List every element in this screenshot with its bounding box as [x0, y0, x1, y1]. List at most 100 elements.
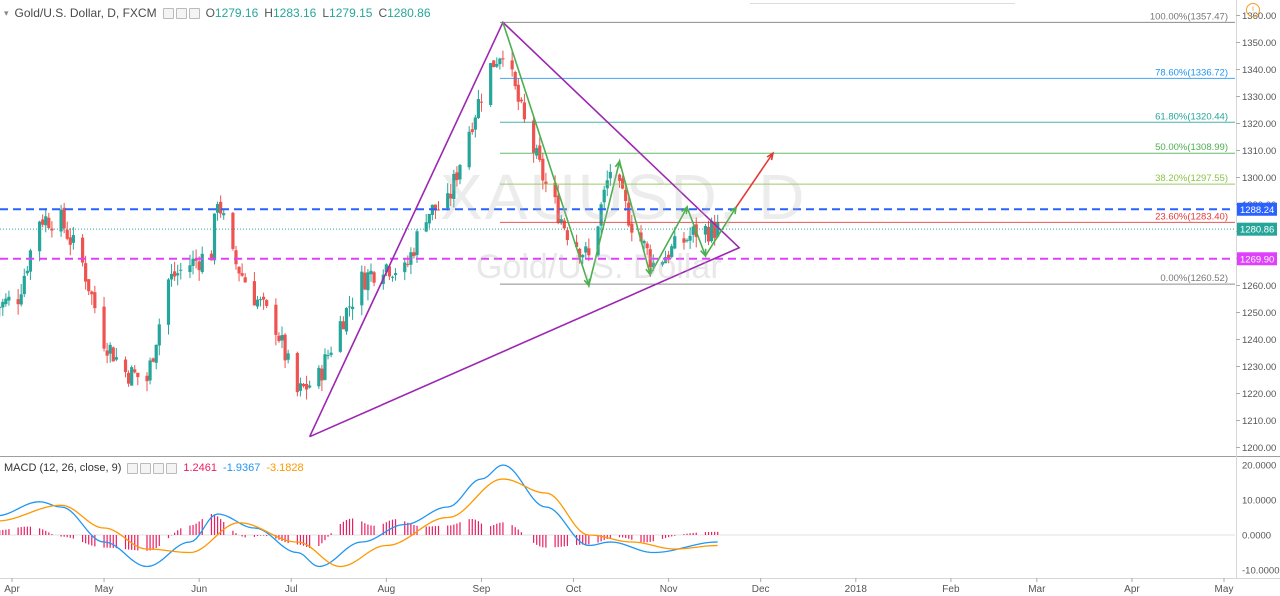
candle — [41, 214, 45, 228]
candle — [1, 298, 5, 316]
candle — [630, 214, 634, 242]
candle — [559, 215, 563, 225]
candle — [219, 195, 223, 218]
candle — [476, 89, 480, 120]
candle — [286, 349, 290, 364]
time-tick-label: Feb — [942, 584, 960, 595]
symbol-header: ▾ Gold/U.S. Dollar, D, FXCM O1279.16 H12… — [4, 6, 431, 20]
low-value: 1279.15 — [329, 6, 373, 20]
candle — [519, 97, 523, 104]
candle — [660, 260, 665, 267]
candle — [47, 212, 51, 229]
candle — [28, 248, 33, 281]
symbol-title[interactable]: Gold/U.S. Dollar, D, FXCM — [14, 6, 157, 20]
candle — [93, 285, 97, 314]
candle — [68, 228, 72, 256]
fib-label: 100.00%(1357.47) — [1150, 11, 1228, 22]
triangle-pattern[interactable] — [308, 20, 741, 438]
price-tick-label: 1250.00 — [1242, 308, 1276, 319]
candle — [71, 226, 75, 250]
candle — [624, 182, 628, 211]
price-tag: 1269.90 — [1237, 252, 1277, 266]
candle — [363, 266, 367, 291]
close-label: C — [378, 6, 388, 20]
candle — [62, 202, 66, 234]
candle — [308, 380, 312, 389]
candle — [670, 243, 674, 259]
candle — [455, 166, 459, 187]
eye-icon[interactable] — [162, 7, 174, 19]
candle — [255, 295, 260, 310]
candle — [179, 262, 183, 280]
settings-icon[interactable] — [140, 462, 152, 474]
fib-label: 0.00%(1260.52) — [1160, 273, 1228, 284]
alert-clock-icon[interactable]: ! — [1246, 3, 1260, 17]
time-tick-label: Apr — [1124, 584, 1140, 595]
fib-label: 61.80%(1320.44) — [1155, 111, 1228, 122]
candle — [280, 326, 284, 349]
candle — [369, 263, 373, 282]
watermark-name: Gold/U.S. Dollar — [476, 248, 722, 286]
candle — [65, 221, 69, 241]
more-icon[interactable] — [188, 7, 200, 19]
candle — [304, 375, 309, 400]
zigzag-arrowhead — [681, 205, 689, 215]
fib-label: 78.60%(1336.72) — [1155, 67, 1228, 78]
candle — [473, 114, 477, 138]
candle — [541, 152, 545, 190]
projection-arrow[interactable] — [735, 152, 774, 208]
candle — [498, 57, 502, 70]
fib-level[interactable]: 38.20%(1297.55) — [500, 173, 1235, 185]
candle — [102, 296, 106, 352]
more-icon[interactable] — [166, 462, 178, 474]
candle — [510, 50, 514, 77]
macd-line-value: -1.9367 — [223, 462, 261, 474]
candle — [243, 273, 247, 283]
fib-level[interactable]: 100.00%(1357.47) — [500, 11, 1235, 23]
macd-title[interactable]: MACD (12, 26, close, 9) — [4, 462, 122, 474]
fib-level[interactable]: 0.00%(1260.52) — [500, 273, 1235, 285]
candle — [667, 250, 671, 264]
candle — [406, 255, 410, 268]
macd-series-signal — [0, 478, 718, 568]
price-tick-label: 1230.00 — [1242, 362, 1276, 373]
candle — [133, 365, 137, 374]
time-tick-label: Jun — [191, 584, 207, 595]
close-icon[interactable] — [153, 462, 165, 474]
close-value: 1280.86 — [387, 6, 431, 20]
macd-series-macd — [0, 464, 718, 568]
candle — [617, 173, 622, 188]
settings-icon[interactable] — [175, 7, 187, 19]
candle — [105, 342, 109, 364]
candle — [602, 185, 606, 210]
price-tick-label: 1300.00 — [1242, 173, 1276, 184]
macd-tick-label: 10.0000 — [1242, 496, 1276, 507]
time-tick-label: Oct — [566, 584, 582, 595]
open-value: 1279.16 — [214, 6, 259, 20]
candle — [403, 258, 407, 281]
candle — [19, 284, 23, 307]
candle — [535, 144, 539, 159]
collapse-icon[interactable]: ▾ — [4, 7, 9, 18]
fib-level[interactable]: 50.00%(1308.99) — [500, 142, 1235, 154]
candle — [277, 332, 281, 343]
time-tick-label: 2018 — [845, 584, 868, 595]
open-label: O — [205, 6, 215, 20]
candle — [706, 220, 711, 246]
candle — [329, 346, 333, 358]
candle — [231, 211, 235, 251]
price-tag-label: 1288.24 — [1240, 205, 1274, 216]
candle — [252, 271, 256, 306]
fib-level[interactable]: 78.60%(1336.72) — [500, 67, 1235, 79]
candle — [295, 351, 299, 397]
time-tick-label: Apr — [4, 584, 20, 595]
candle — [581, 254, 585, 264]
eye-icon[interactable] — [127, 462, 139, 474]
candle — [599, 202, 603, 235]
fib-level[interactable]: 61.80%(1320.44) — [500, 111, 1235, 123]
fib-level[interactable]: 23.60%(1283.40) — [500, 211, 1235, 223]
candle — [449, 184, 453, 206]
candle — [298, 377, 303, 397]
